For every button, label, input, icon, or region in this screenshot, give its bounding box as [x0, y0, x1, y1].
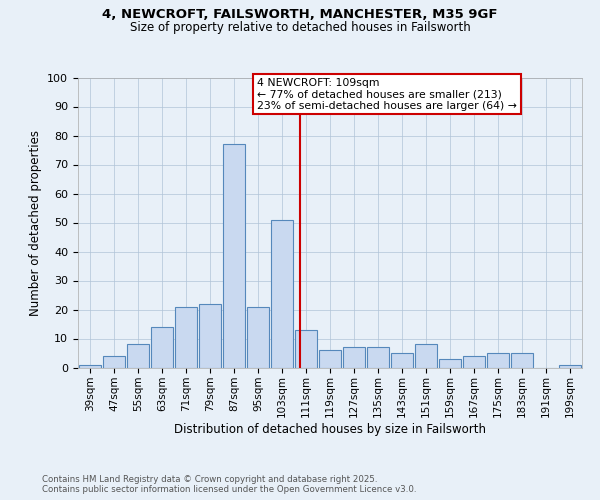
Bar [319, 350, 341, 368]
Bar [511, 353, 533, 368]
Bar [295, 330, 317, 368]
Bar [439, 359, 461, 368]
Bar [487, 353, 509, 368]
Bar [151, 327, 173, 368]
Bar [247, 306, 269, 368]
Bar [271, 220, 293, 368]
Bar [559, 364, 581, 368]
Text: Contains HM Land Registry data © Crown copyright and database right 2025.
Contai: Contains HM Land Registry data © Crown c… [42, 474, 416, 494]
Text: 4, NEWCROFT, FAILSWORTH, MANCHESTER, M35 9GF: 4, NEWCROFT, FAILSWORTH, MANCHESTER, M35… [102, 8, 498, 20]
Bar [367, 347, 389, 368]
Text: Size of property relative to detached houses in Failsworth: Size of property relative to detached ho… [130, 21, 470, 34]
Bar [127, 344, 149, 368]
Bar [103, 356, 125, 368]
Bar [175, 306, 197, 368]
Bar [391, 353, 413, 368]
Bar [463, 356, 485, 368]
Y-axis label: Number of detached properties: Number of detached properties [29, 130, 42, 316]
Bar [415, 344, 437, 368]
Text: 4 NEWCROFT: 109sqm
← 77% of detached houses are smaller (213)
23% of semi-detach: 4 NEWCROFT: 109sqm ← 77% of detached hou… [257, 78, 517, 110]
Bar [223, 144, 245, 368]
X-axis label: Distribution of detached houses by size in Failsworth: Distribution of detached houses by size … [174, 423, 486, 436]
Bar [199, 304, 221, 368]
Bar [79, 364, 101, 368]
Bar [343, 347, 365, 368]
